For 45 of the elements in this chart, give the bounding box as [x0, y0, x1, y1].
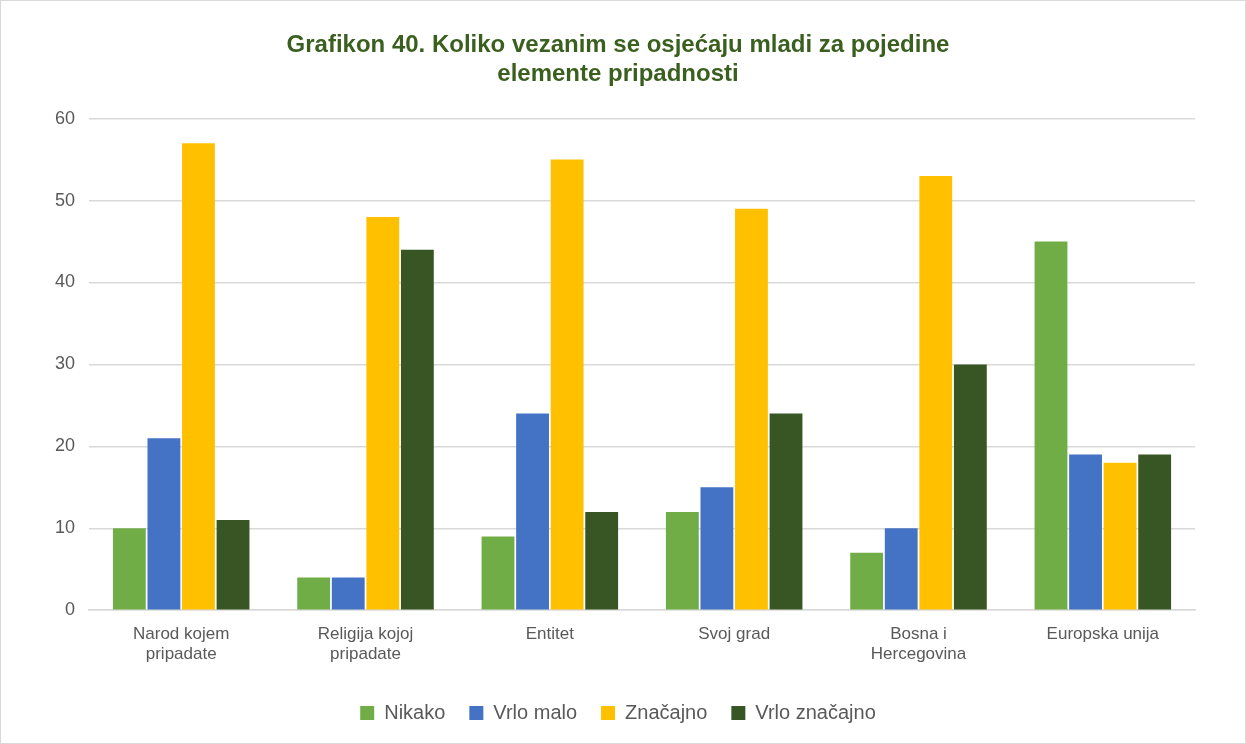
- bar: [516, 413, 549, 610]
- category-label: Religija kojoj: [317, 624, 414, 644]
- bar: [1034, 241, 1068, 610]
- category-label: pripadate: [145, 644, 217, 664]
- bar: [735, 208, 768, 610]
- bar: [216, 520, 250, 610]
- bar: [1069, 454, 1102, 610]
- y-tick-label: 0: [65, 599, 76, 620]
- y-tick-label: 10: [54, 517, 76, 538]
- category-label: Narod kojem: [133, 624, 230, 644]
- y-tick-label: 40: [54, 271, 76, 292]
- bar: [112, 528, 146, 610]
- bar: [850, 552, 884, 610]
- bar: [481, 536, 515, 610]
- legend-label: Nikako: [384, 700, 446, 723]
- bar: [147, 438, 181, 610]
- legend-label: Značajno: [625, 700, 708, 723]
- bar: [297, 577, 331, 610]
- category-label: Bosna i: [890, 624, 947, 644]
- y-tick-label: 60: [54, 107, 76, 128]
- bar: [665, 511, 699, 610]
- bar: [331, 577, 365, 610]
- bar: [550, 159, 584, 610]
- bar: [953, 364, 987, 610]
- bar: [366, 216, 400, 610]
- bar: [585, 511, 619, 610]
- bar: [769, 413, 803, 610]
- y-tick-label: 30: [54, 353, 76, 374]
- y-tick-label: 20: [54, 435, 76, 456]
- bar: [884, 528, 918, 610]
- bar: [700, 487, 734, 610]
- x-tick-label: Europska unija: [1046, 624, 1160, 644]
- bar: [1103, 462, 1137, 610]
- x-tick-label: Svoj grad: [698, 624, 771, 644]
- chart-title: Grafikon 40. Koliko vezanim se osjećaju mladi za pojedine elemente pripadnosti: [286, 30, 950, 86]
- category-label: pripadate: [330, 644, 401, 664]
- bar: [400, 249, 434, 610]
- x-tick-label: Entitet: [525, 624, 575, 644]
- bar: [919, 175, 953, 610]
- y-tick-label: 50: [54, 189, 76, 210]
- legend-label: Vrlo značajno: [755, 700, 876, 723]
- category-label: Hercegovina: [870, 644, 967, 664]
- legend-label: Vrlo malo: [493, 700, 578, 723]
- bar: [182, 143, 215, 610]
- bar: [1138, 454, 1172, 610]
